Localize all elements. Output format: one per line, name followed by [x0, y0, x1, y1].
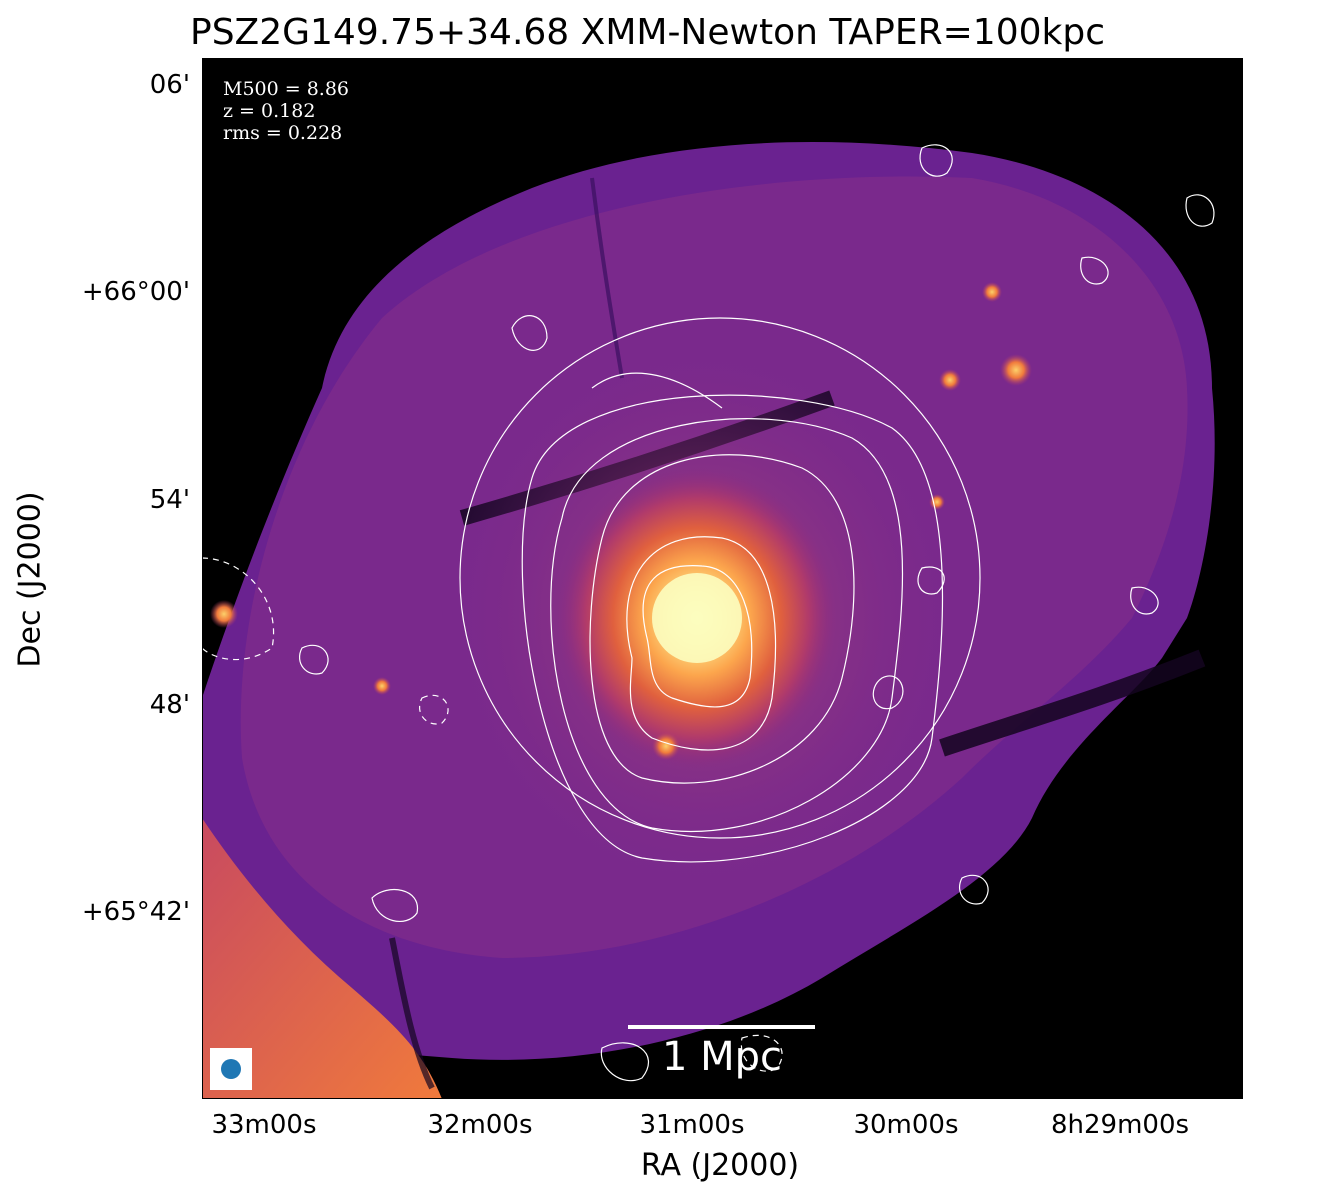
detector-bright-edge — [202, 818, 442, 1099]
y-tick-label: 48' — [149, 690, 190, 720]
radio-contours — [299, 144, 1215, 1082]
x-axis-label: RA (J2000) — [640, 1148, 800, 1183]
figure-title: PSZ2G149.75+34.68 XMM-Newton TAPER=100kp… — [190, 12, 1106, 53]
y-tick-label: +66°00' — [81, 277, 190, 307]
y-tick-label: 54' — [149, 485, 190, 515]
x-tick-label: 33m00s — [211, 1110, 317, 1140]
cluster-info: M500 = 8.86 z = 0.182 rms = 0.228 — [223, 78, 349, 144]
rms-label: rms = 0.228 — [223, 122, 343, 144]
x-tick-label: 30m00s — [853, 1110, 959, 1140]
x-tick-label: 32m00s — [427, 1110, 533, 1140]
mass-label: M500 = 8.86 — [223, 78, 350, 100]
beam-ellipse-icon — [210, 1048, 252, 1090]
y-tick-label: +65°42' — [81, 897, 190, 927]
xray-map-svg — [202, 142, 1215, 1099]
y-tick-label: 06' — [149, 70, 190, 100]
redshift-label: z = 0.182 — [223, 100, 316, 122]
xray-image-panel — [202, 58, 1243, 1099]
scale-bar-label: 1 Mpc — [661, 1034, 783, 1080]
x-tick-label: 8h29m00s — [1050, 1110, 1190, 1140]
x-tick-label: 31m00s — [639, 1110, 745, 1140]
